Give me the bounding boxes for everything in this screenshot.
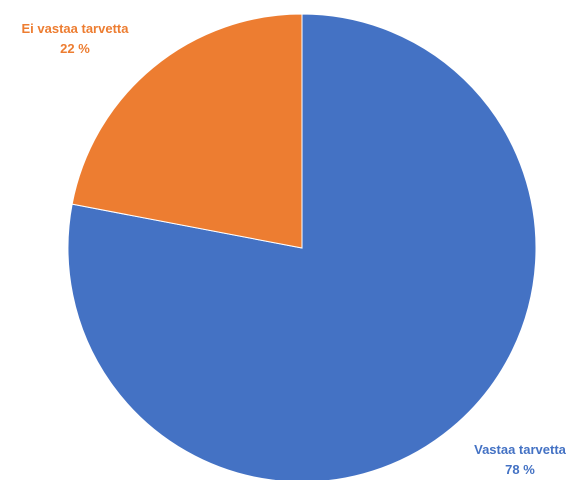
pie-slice-ei-vastaa-tarvetta (71, 13, 303, 249)
slice-label-ei-vastaa-tarvetta: Ei vastaa tarvetta (22, 21, 130, 36)
pie-slices (67, 13, 537, 480)
slice-value-ei-vastaa-tarvetta: 22 % (60, 41, 90, 56)
slice-label-vastaa-tarvetta: Vastaa tarvetta (474, 442, 567, 457)
slice-value-vastaa-tarvetta: 78 % (505, 462, 535, 477)
